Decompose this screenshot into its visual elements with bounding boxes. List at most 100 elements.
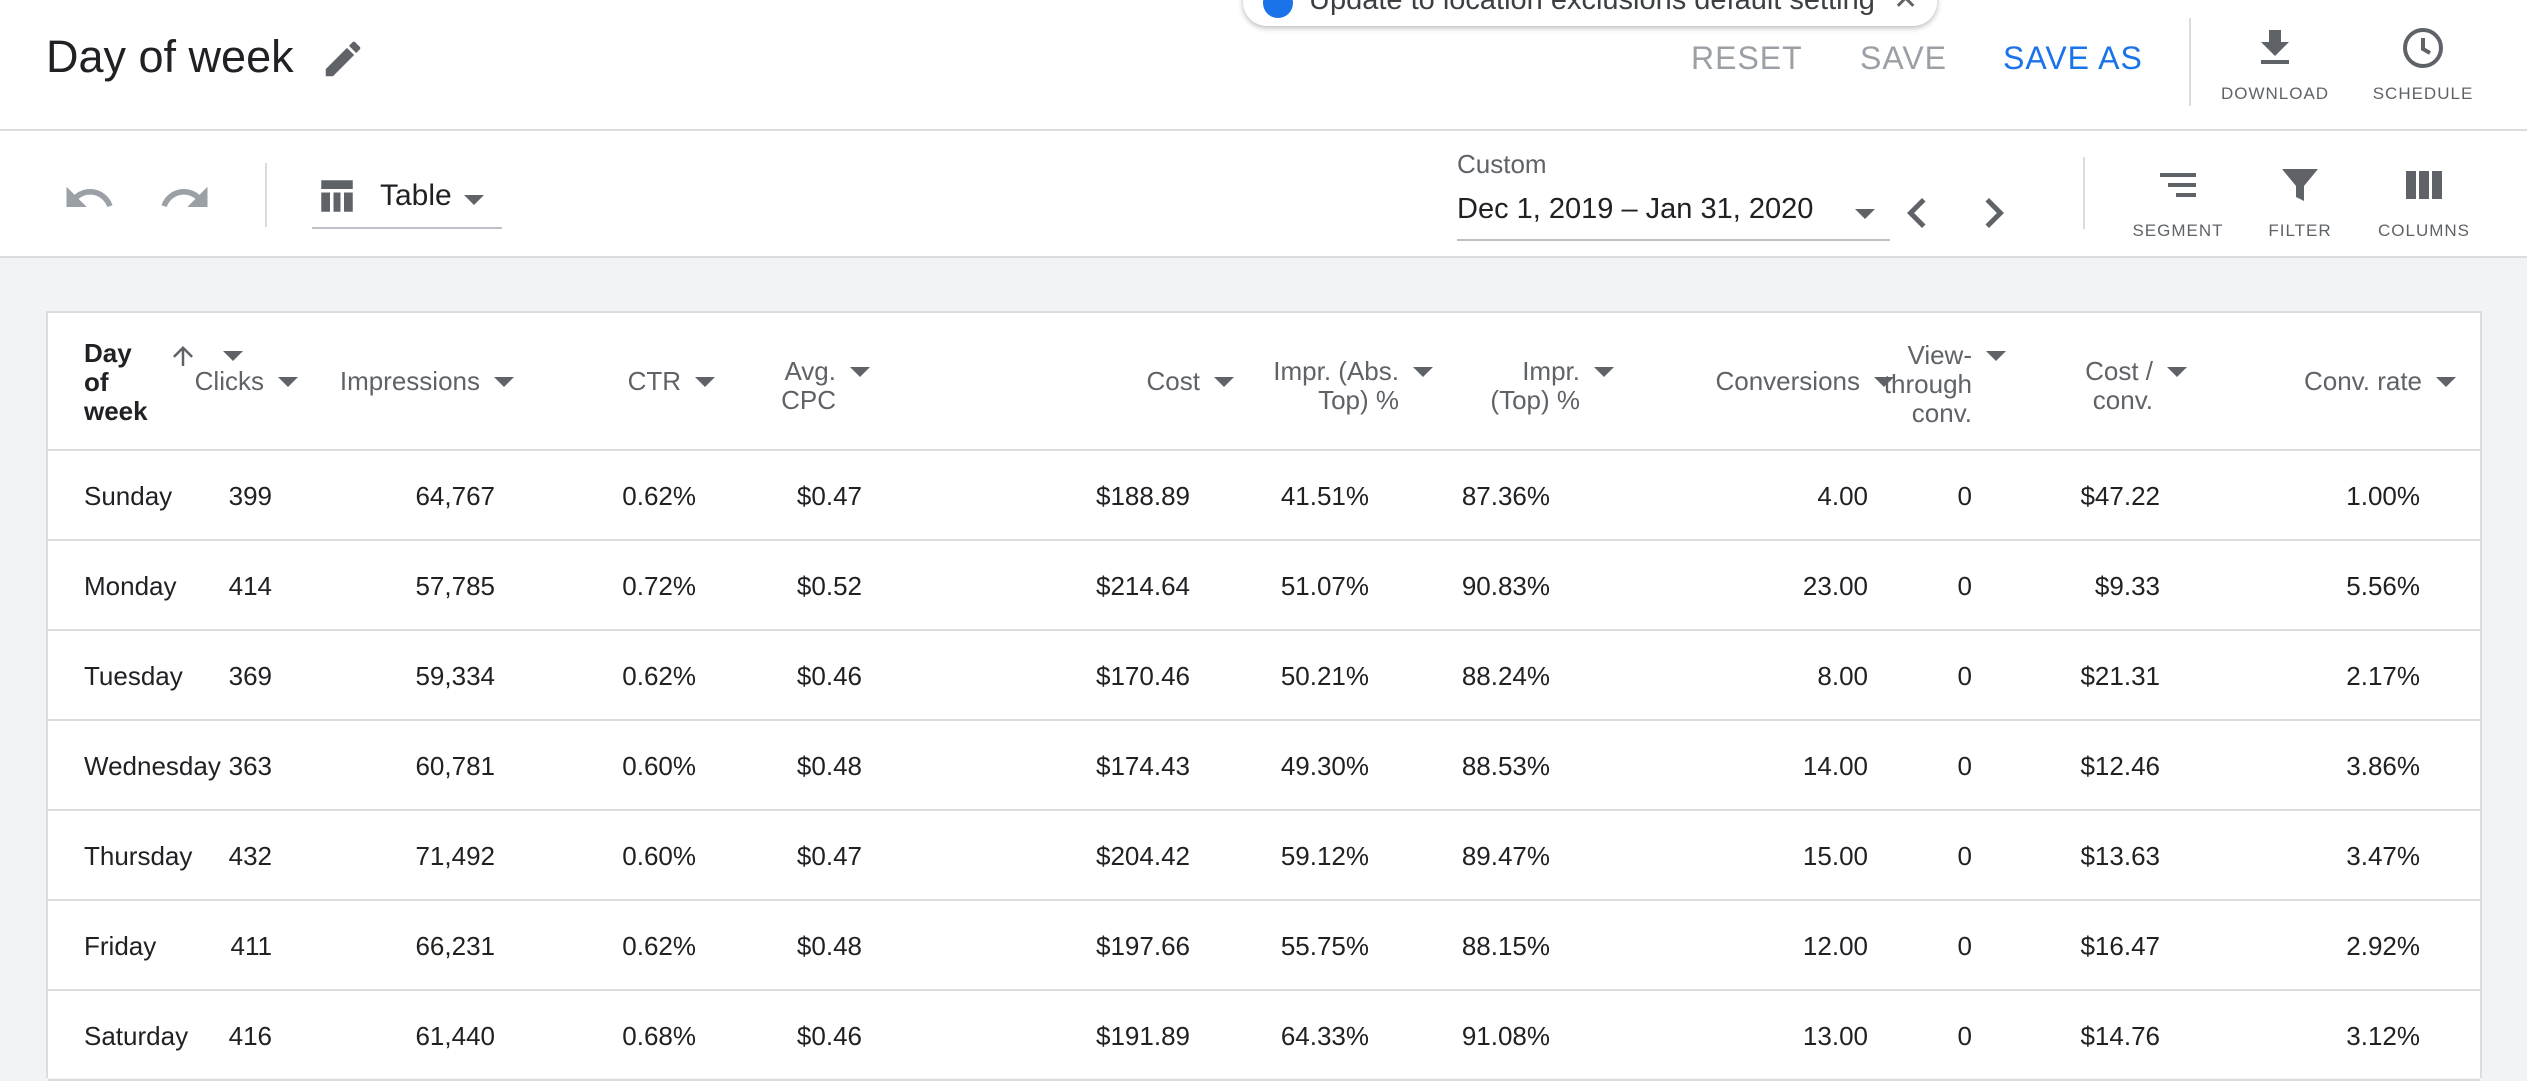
table-row: Friday 411 66,231 0.62% $0.48 $197.66 55.75% 88… (48, 901, 2480, 991)
reset-button[interactable]: RESET (1691, 40, 1803, 76)
column-header-impr-top[interactable]: Impr. (Top) % (1490, 357, 1614, 415)
save-button[interactable]: SAVE (1860, 40, 1947, 76)
column-header-impressions[interactable]: Impressions (340, 367, 514, 396)
conv-rate-cell: 3.47% (2346, 841, 2420, 871)
date-range-label: Custom (1457, 149, 1547, 179)
impressions-cell: 61,440 (415, 1021, 495, 1051)
avg-cpc-cell: $0.46 (796, 661, 862, 691)
info-icon (1263, 0, 1293, 18)
impressions-cell: 60,781 (415, 751, 495, 781)
clicks-cell: 399 (228, 481, 272, 511)
cost-per-conv-cell: $16.47 (2080, 931, 2160, 961)
impr-abs-top-cell: 51.07% (1280, 571, 1369, 601)
columns-button[interactable]: COLUMNS (2364, 161, 2484, 251)
undo-icon[interactable] (62, 171, 116, 225)
redo-icon[interactable] (158, 171, 212, 225)
segment-button[interactable]: SEGMENT (2118, 161, 2238, 251)
chevron-down-icon (1413, 367, 1433, 377)
impressions-cell: 71,492 (415, 841, 495, 871)
ctr-cell: 0.60% (622, 841, 696, 871)
avg-cpc-cell: $0.48 (796, 751, 862, 781)
header-text: Impressions (339, 366, 480, 396)
impr-top-cell: 88.15% (1461, 931, 1550, 961)
save-as-button[interactable]: SAVE AS (2003, 40, 2143, 76)
table-icon (321, 180, 353, 212)
close-icon[interactable]: ✕ (1893, 0, 1918, 17)
column-header-impr-abs-top[interactable]: Impr. (Abs. Top) % (1273, 357, 1433, 415)
cost-per-conv-cell: $14.76 (2080, 1021, 2160, 1051)
column-header-avg-cpc[interactable]: Avg. CPC (781, 357, 870, 415)
impr-abs-top-cell: 55.75% (1280, 931, 1369, 961)
header-text: Top) % (1318, 385, 1399, 415)
conv-rate-cell: 2.17% (2346, 661, 2420, 691)
conversions-cell: 12.00 (1802, 931, 1868, 961)
avg-cpc-cell: $0.48 (796, 931, 862, 961)
chevron-down-icon (695, 376, 715, 387)
header-text: View- (1907, 340, 1972, 370)
cost-cell: $191.89 (1096, 1021, 1190, 1051)
next-period-icon[interactable] (1964, 183, 2024, 243)
chevron-down-icon (1986, 351, 2006, 361)
notification-toast: Update to location exclusions default se… (1243, 0, 1937, 26)
column-header-conversions[interactable]: Conversions (1715, 367, 1894, 396)
download-button[interactable]: DOWNLOAD (2215, 24, 2335, 114)
date-range-value: Dec 1, 2019 – Jan 31, 2020 (1457, 193, 1814, 225)
avg-cpc-cell: $0.46 (796, 1021, 862, 1051)
sort-ascending-icon[interactable] (168, 339, 198, 373)
impr-top-cell: 91.08% (1461, 1021, 1550, 1051)
previous-period-icon[interactable] (1887, 183, 1947, 243)
chevron-down-icon[interactable] (223, 351, 243, 361)
table-row: Monday 414 57,785 0.72% $0.52 $214.64 51.07% 90… (48, 541, 2480, 631)
header-text-block: Avg. CPC (781, 357, 836, 415)
cost-per-conv-cell: $12.46 (2080, 751, 2160, 781)
report-header: Day of week Update to location exclusion… (0, 0, 2527, 131)
table-row: Wednesday 363 60,781 0.60% $0.48 $174.43 49.30… (48, 721, 2480, 811)
date-range-dropdown[interactable]: Dec 1, 2019 – Jan 31, 2020 (1457, 187, 1890, 241)
ctr-cell: 0.62% (622, 481, 696, 511)
chevron-down-icon (850, 367, 870, 377)
header-text: conv. (2092, 385, 2153, 415)
column-header-view-through-conv[interactable]: View-through conv. (1884, 341, 2006, 428)
segment-icon (2160, 173, 2196, 197)
impr-top-cell: 89.47% (1461, 841, 1550, 871)
columns-label: COLUMNS (2377, 221, 2470, 240)
impr-abs-top-cell: 49.30% (1280, 751, 1369, 781)
download-icon (2261, 30, 2289, 64)
report-table: Day of week Clicks Impressions CTR Avg. C… (46, 311, 2482, 1081)
schedule-button[interactable]: SCHEDULE (2363, 24, 2483, 114)
header-text: Cost / (2085, 356, 2153, 386)
day-cell: Saturday (84, 1021, 189, 1051)
filter-button[interactable]: FILTER (2240, 161, 2360, 251)
column-header-ctr[interactable]: CTR (628, 367, 715, 396)
ctr-cell: 0.62% (622, 931, 696, 961)
column-header-cost[interactable]: Cost (1147, 367, 1234, 396)
day-cell: Wednesday (84, 751, 221, 781)
column-header-cost-per-conv[interactable]: Cost / conv. (2085, 357, 2187, 415)
column-header-day-of-week[interactable]: Day of week (84, 339, 148, 426)
view-type-label: Table (380, 179, 452, 212)
view-through-conv-cell: 0 (1957, 571, 1972, 601)
page-title: Day of week (46, 31, 294, 82)
column-header-conv-rate[interactable]: Conv. rate (2304, 367, 2456, 396)
impressions-cell: 57,785 (415, 571, 495, 601)
cost-cell: $174.43 (1096, 751, 1190, 781)
header-text: Day (84, 338, 132, 368)
column-header-clicks[interactable]: Clicks (195, 367, 298, 396)
table-row: Saturday 416 61,440 0.68% $0.46 $191.89 64.33%… (48, 991, 2480, 1081)
cost-cell: $170.46 (1096, 661, 1190, 691)
table-row: Thursday 432 71,492 0.60% $0.47 $204.42 59.12%… (48, 811, 2480, 901)
impr-abs-top-cell: 41.51% (1280, 481, 1369, 511)
header-text-block: Impr. (Top) % (1490, 357, 1580, 415)
toolbar-divider (265, 163, 267, 227)
edit-icon[interactable] (320, 36, 366, 82)
header-text: CTR (627, 366, 681, 396)
ctr-cell: 0.60% (622, 751, 696, 781)
header-text: week (84, 396, 148, 426)
cost-per-conv-cell: $47.22 (2080, 481, 2160, 511)
conv-rate-cell: 2.92% (2346, 931, 2420, 961)
view-type-dropdown[interactable]: Table (312, 169, 502, 229)
avg-cpc-cell: $0.52 (796, 571, 862, 601)
chevron-down-icon (1874, 376, 1894, 387)
day-cell: Sunday (84, 481, 173, 511)
conversions-cell: 23.00 (1802, 571, 1868, 601)
